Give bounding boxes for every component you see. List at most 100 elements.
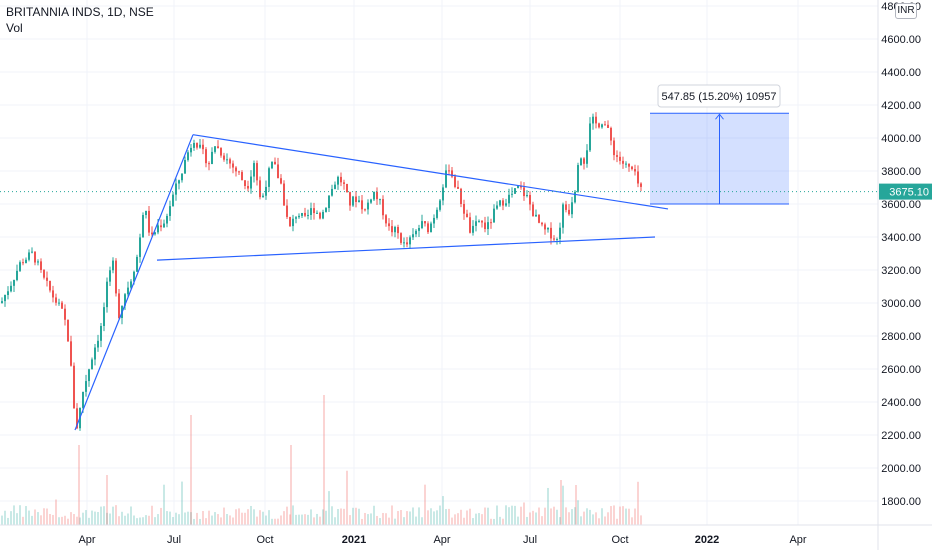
- volume-bar: [70, 512, 72, 525]
- volume-bar: [511, 505, 513, 525]
- candle-body: [637, 171, 639, 184]
- volume-bar: [205, 518, 207, 525]
- candle-body: [256, 163, 258, 181]
- candle-body: [349, 192, 351, 206]
- candle-body: [442, 187, 444, 201]
- volume-bar: [575, 485, 577, 525]
- candle-body: [577, 165, 579, 192]
- volume-bar: [250, 505, 252, 525]
- candle-body: [130, 281, 132, 288]
- volume-bar: [238, 508, 240, 525]
- candle-body: [343, 182, 345, 184]
- volume-bar: [52, 514, 54, 525]
- candle-body: [187, 152, 189, 160]
- candle-body: [409, 237, 411, 245]
- volume-bar: [523, 502, 525, 525]
- candle-body: [406, 242, 408, 245]
- candle-body: [622, 160, 624, 164]
- volume-bar: [412, 507, 414, 525]
- price-tick-label: 2200.00: [881, 430, 921, 442]
- price-tick-label: 2600.00: [881, 364, 921, 376]
- candle-body: [295, 217, 297, 219]
- candle-body: [202, 144, 204, 150]
- volume-bar: [4, 510, 6, 525]
- currency-badge[interactable]: INR: [895, 3, 917, 19]
- candle-body: [460, 188, 462, 205]
- candle-body: [241, 172, 243, 181]
- time-axis[interactable]: Apr Jul Oct 2021 Apr Jul Oct 2022 Apr: [0, 524, 932, 546]
- volume-bar: [505, 505, 507, 525]
- volume-bar: [427, 510, 429, 525]
- symbol-title[interactable]: BRITANNIA INDS, 1D, NSE: [6, 5, 154, 19]
- candle-body: [232, 163, 234, 168]
- candle-body: [403, 242, 405, 244]
- time-tick-label: Oct: [611, 534, 628, 546]
- candle-body: [277, 164, 279, 179]
- volume-bar: [562, 485, 564, 525]
- volume-bar: [286, 506, 288, 525]
- candle-body: [346, 183, 348, 193]
- candle-body: [145, 210, 147, 215]
- upper-triangle-line[interactable]: [192, 134, 669, 210]
- candle-body: [445, 170, 447, 188]
- rising-trendline[interactable]: [74, 134, 194, 431]
- candle-body: [214, 146, 216, 152]
- volume-bar: [580, 516, 582, 525]
- volume-bar: [436, 510, 438, 525]
- volume-bar: [508, 507, 510, 525]
- candle-body: [172, 194, 174, 207]
- volume-bar: [85, 510, 87, 525]
- volume-bar: [10, 511, 12, 525]
- candle-body: [367, 202, 369, 210]
- lower-triangle-line[interactable]: [156, 236, 656, 261]
- volume-bar: [499, 516, 501, 525]
- volume-bar: [529, 512, 531, 525]
- volume-bar: [547, 487, 549, 525]
- volume-bar: [226, 513, 228, 525]
- volume-bar: [352, 507, 354, 525]
- up-arrow-icon: [715, 113, 724, 120]
- price-axis[interactable]: 1800.00 2000.00 2200.00 2400.00 2600.00 2800.…: [877, 0, 921, 550]
- volume-bar: [22, 516, 24, 525]
- volume-bar: [91, 510, 93, 525]
- volume-bar: [526, 516, 528, 525]
- volume-bar: [323, 395, 325, 525]
- candle-body: [487, 222, 489, 230]
- candle-body: [526, 194, 528, 197]
- volume-bar: [290, 445, 292, 525]
- candle-body: [223, 155, 225, 160]
- volume-bar: [175, 512, 177, 525]
- candle-body: [571, 202, 573, 215]
- volume-bar: [190, 512, 192, 525]
- candle-body: [139, 237, 141, 257]
- time-tick-label: Jul: [167, 534, 181, 546]
- trendlines[interactable]: [74, 134, 669, 431]
- volume-bar: [28, 510, 30, 525]
- volume-bar: [271, 518, 273, 525]
- candle-body: [385, 215, 387, 224]
- candle-body: [109, 270, 111, 282]
- candle-body: [631, 166, 633, 170]
- candle-body: [229, 159, 231, 164]
- measure-tool[interactable]: 547.85 (15.20%) 10957: [650, 84, 789, 205]
- candle-body: [112, 260, 114, 271]
- candle-body: [91, 359, 93, 370]
- volume-bar: [490, 518, 492, 525]
- candle-body: [520, 186, 522, 188]
- volume-bar: [313, 517, 315, 525]
- volume-bar: [130, 506, 132, 525]
- volume-bar: [241, 512, 243, 525]
- candle-body: [250, 176, 252, 189]
- volume-bar: [406, 511, 408, 525]
- volume-bar: [160, 507, 162, 525]
- volume-bar: [619, 506, 621, 525]
- candle-body: [361, 200, 363, 210]
- volume-bar: [367, 514, 369, 525]
- candlesticks[interactable]: [1, 112, 642, 431]
- candle-body: [286, 205, 288, 217]
- volume-bar: [325, 510, 327, 525]
- candle-body: [619, 156, 621, 161]
- candle-body: [358, 200, 360, 202]
- volume-bar: [571, 509, 573, 525]
